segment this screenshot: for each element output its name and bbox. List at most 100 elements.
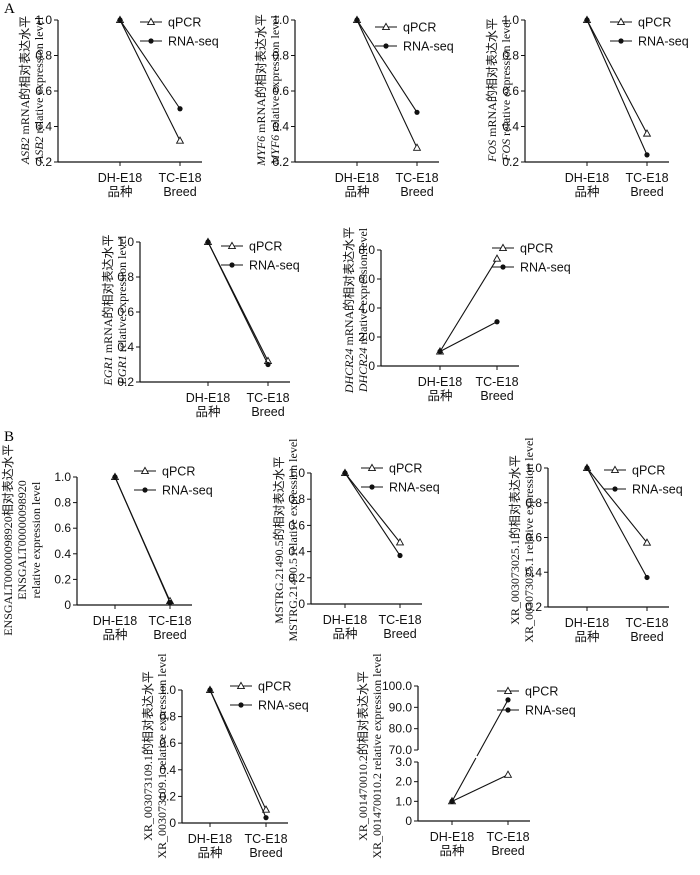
- data-point-qpcr: [642, 538, 652, 546]
- y-axis-title-gene: EGR1: [101, 356, 115, 386]
- series-line-RNA-seq: [439, 321, 498, 352]
- series-line-RNA-seq: [209, 689, 267, 818]
- x-tick-label: DH-E18: [186, 391, 231, 405]
- y-tick-label: 3.0: [395, 755, 412, 769]
- y-axis-title-rest: mRNA的相对表达水平: [17, 16, 32, 138]
- legend-marker-qpcr: [381, 22, 391, 30]
- data-point-rnaseq: [494, 319, 500, 325]
- y-axis-title: FOS relative expression level: [499, 19, 513, 162]
- y-axis-title: XR_003073109.1的相对表达水平: [140, 671, 155, 841]
- series-line-qPCR: [344, 472, 401, 543]
- y-axis-title: MYF6 mRNA的相对表达水平: [253, 14, 268, 167]
- data-point-qpcr: [412, 143, 422, 151]
- series-line-qPCR: [119, 19, 181, 141]
- y-tick-label: 0.4: [35, 120, 52, 134]
- x-tick-label: TC-E18: [246, 391, 289, 405]
- legend-marker-qpcr: [498, 243, 508, 251]
- charts-container: 0.2 0.4 0.6 0.8 1.0 DH-E18 TC-E18 品种 Breed ASB2 m…: [1, 13, 689, 860]
- series-line-RNA-seq: [344, 472, 401, 556]
- x-axis-title-cn: 品种: [427, 389, 452, 403]
- y-axis-title: XR_003073109.1 relative expression level: [155, 653, 169, 859]
- x-tick-label: TC-E18: [625, 171, 668, 185]
- y-tick-label: 0: [368, 359, 375, 373]
- chart-3: 0.2 0.4 0.6 0.8 1.0 DH-E18 TC-E18 品种 Breed FOS mR…: [484, 13, 689, 199]
- chart-4: 0.2 0.4 0.6 0.8 1.0 DH-E18 TC-E18 品种 Breed EGR1 m…: [100, 235, 300, 420]
- y-axis-title-rest: mRNA的相对表达水平: [100, 235, 115, 357]
- data-point-rnaseq: [263, 815, 269, 821]
- panel-label-b: B: [4, 429, 14, 445]
- data-point-rnaseq: [112, 474, 118, 480]
- y-tick-label: 1.0: [525, 461, 542, 475]
- y-tick-label: 0.8: [35, 49, 52, 63]
- chart-2: 0.2 0.4 0.6 0.8 1.0 DH-E18 TC-E18 品种 Breed MYF6 m…: [253, 13, 454, 199]
- y-axis-title-rest: relative expression level: [499, 19, 513, 139]
- series-line-qPCR: [439, 258, 498, 352]
- y-tick-label: 0.8: [288, 492, 305, 506]
- legend-marker-rnaseq: [229, 262, 235, 268]
- y-axis-title-gene: DHCR24: [342, 349, 356, 395]
- y-tick-label: 0.8: [54, 496, 71, 510]
- x-tick-label: DH-E18: [430, 830, 475, 844]
- series-line-qPCR: [586, 19, 648, 134]
- series-line-RNA-seq: [119, 19, 181, 110]
- y-tick-label: 0: [298, 597, 305, 611]
- legend-label: qPCR: [525, 685, 558, 699]
- y-axis-title: MSTRG.21490.5的相对表达水平: [271, 456, 286, 623]
- y-tick-label: 0.6: [288, 518, 305, 532]
- y-axis-title-rest: relative expression level: [268, 15, 282, 135]
- legend-marker-rnaseq: [142, 487, 148, 493]
- legend-label: qPCR: [258, 680, 291, 694]
- y-tick-label: 8.0: [358, 243, 375, 257]
- data-point-qpcr: [492, 254, 502, 262]
- y-axis-title-rest: mRNA的相对表达水平: [253, 14, 268, 136]
- x-axis-title-en: Breed: [153, 628, 186, 642]
- series-line-RNA-seq: [586, 467, 648, 578]
- legend-marker-qpcr: [227, 241, 237, 249]
- y-tick-label: 0.4: [502, 120, 519, 134]
- y-axis-title: MSTRG.21490.5 relative expression level: [286, 438, 300, 642]
- y-tick-label: 0.2: [502, 155, 519, 169]
- legend-label: qPCR: [632, 464, 665, 478]
- x-axis-title-cn: 品种: [574, 630, 599, 644]
- y-tick-label: 2.0: [395, 775, 412, 789]
- y-tick-label: 0.8: [525, 496, 542, 510]
- y-axis-title-gene: MYF6: [268, 135, 282, 166]
- y-tick-label: 1.0: [54, 470, 71, 484]
- x-axis-title-cn: 品种: [344, 185, 369, 199]
- data-point-rnaseq: [644, 574, 650, 581]
- x-tick-label: TC-E18: [486, 830, 529, 844]
- data-point-qpcr: [503, 770, 513, 778]
- data-point-rnaseq: [265, 361, 271, 368]
- y-axis-title-gene: FOS: [499, 139, 513, 162]
- chart-7: 0 0.2 0.4 0.6 0.8 1.0 DH-E18 TC-E18 品种 Breed MSTRG…: [271, 438, 440, 642]
- y-tick-label: 0: [169, 816, 176, 830]
- x-axis-title-cn: 品种: [439, 844, 464, 858]
- legend-marker-qpcr: [236, 681, 246, 689]
- x-tick-label: TC-E18: [475, 375, 518, 389]
- y-tick-label: 0.2: [117, 375, 134, 389]
- y-tick-label: 0.4: [159, 763, 176, 777]
- legend-marker-rnaseq: [238, 702, 244, 708]
- legend-label: qPCR: [249, 240, 282, 254]
- data-point-rnaseq: [205, 239, 211, 245]
- y-axis-title: DHCR24 mRNA的相对表达水平: [341, 227, 356, 394]
- legend-marker-rnaseq: [369, 484, 375, 490]
- series-line-qPCR: [356, 19, 418, 149]
- x-axis-title-cn: 品种: [102, 628, 127, 642]
- legend-label: qPCR: [168, 16, 201, 30]
- series-line-RNA-seq: [586, 19, 648, 156]
- x-axis-title-cn: 品种: [107, 185, 132, 199]
- data-point-rnaseq: [584, 465, 590, 471]
- y-axis-title-gene: EGR1: [115, 355, 129, 385]
- y-axis-title-gene: ASB2: [32, 136, 46, 164]
- y-tick-label: 0.8: [502, 49, 519, 63]
- y-tick-label: 6.0: [358, 272, 375, 286]
- y-tick-label: 4.0: [358, 301, 375, 315]
- y-tick-label: 0.6: [35, 84, 52, 98]
- x-tick-label: TC-E18: [148, 614, 191, 628]
- legend-label: RNA-seq: [525, 704, 576, 718]
- y-tick-label: 0.4: [54, 547, 71, 561]
- x-axis-title-en: Breed: [630, 630, 663, 644]
- y-tick-label: 0.2: [35, 155, 52, 169]
- x-axis-title-en: Breed: [630, 185, 663, 199]
